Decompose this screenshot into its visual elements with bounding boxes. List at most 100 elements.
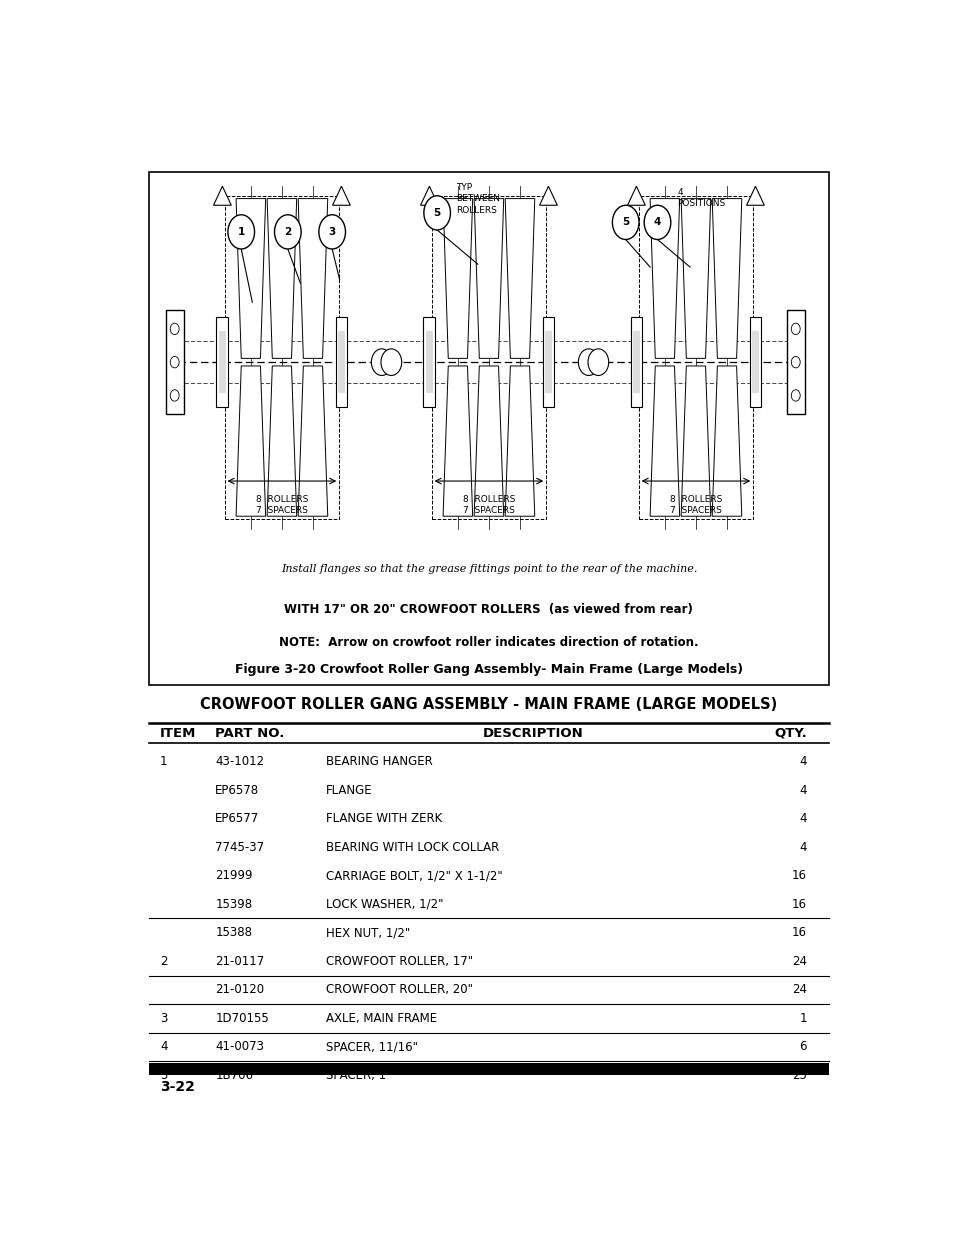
- Text: EP6577: EP6577: [215, 813, 259, 825]
- Text: CROWFOOT ROLLER GANG ASSEMBLY - MAIN FRAME (LARGE MODELS): CROWFOOT ROLLER GANG ASSEMBLY - MAIN FRA…: [200, 697, 777, 713]
- Bar: [630, 317, 641, 408]
- Bar: [542, 317, 554, 408]
- Polygon shape: [333, 186, 350, 205]
- Text: FLANGE: FLANGE: [326, 783, 373, 797]
- Text: 4: 4: [799, 813, 806, 825]
- Text: 24: 24: [791, 983, 806, 997]
- Circle shape: [380, 348, 401, 375]
- Polygon shape: [267, 199, 296, 358]
- Bar: [149, 1063, 828, 1076]
- Text: SPACER, 1": SPACER, 1": [326, 1068, 392, 1082]
- Polygon shape: [649, 366, 679, 516]
- Bar: [786, 310, 803, 415]
- Text: LOCK WASHER, 1/2": LOCK WASHER, 1/2": [326, 898, 443, 910]
- Bar: [544, 331, 552, 393]
- Polygon shape: [442, 366, 472, 516]
- Text: 8  ROLLERS
7  SPACERS: 8 ROLLERS 7 SPACERS: [462, 495, 515, 515]
- Circle shape: [612, 205, 639, 240]
- Circle shape: [170, 390, 179, 401]
- Text: BEARING HANGER: BEARING HANGER: [326, 755, 433, 768]
- Text: EP6578: EP6578: [215, 783, 259, 797]
- Circle shape: [170, 324, 179, 335]
- Circle shape: [228, 215, 254, 249]
- Text: FLANGE WITH ZERK: FLANGE WITH ZERK: [326, 813, 442, 825]
- Polygon shape: [539, 186, 557, 205]
- Text: 25: 25: [791, 1068, 806, 1082]
- Text: 3: 3: [328, 227, 335, 237]
- Text: 5: 5: [160, 1068, 167, 1082]
- Circle shape: [423, 195, 450, 230]
- Polygon shape: [505, 199, 535, 358]
- Circle shape: [318, 215, 345, 249]
- Text: 4: 4: [799, 755, 806, 768]
- Text: 8  ROLLERS
7  SPACERS: 8 ROLLERS 7 SPACERS: [669, 495, 721, 515]
- Polygon shape: [267, 366, 296, 516]
- Bar: [337, 331, 345, 393]
- Polygon shape: [298, 199, 328, 358]
- Text: 1: 1: [160, 755, 167, 768]
- Polygon shape: [649, 199, 679, 358]
- Polygon shape: [474, 366, 503, 516]
- Bar: [749, 317, 760, 408]
- Polygon shape: [235, 366, 265, 516]
- Text: 3: 3: [160, 1011, 167, 1025]
- Text: 2: 2: [284, 227, 291, 237]
- Text: NOTE:  Arrow on crowfoot roller indicates direction of rotation.: NOTE: Arrow on crowfoot roller indicates…: [279, 636, 698, 650]
- Text: 4: 4: [799, 783, 806, 797]
- Polygon shape: [298, 366, 328, 516]
- Text: 43-1012: 43-1012: [215, 755, 264, 768]
- Bar: [638, 196, 753, 519]
- Text: 4: 4: [799, 841, 806, 853]
- Circle shape: [790, 390, 800, 401]
- Polygon shape: [213, 186, 231, 205]
- Circle shape: [587, 348, 608, 375]
- FancyBboxPatch shape: [149, 172, 828, 685]
- Text: 15398: 15398: [215, 898, 253, 910]
- Text: 16: 16: [791, 869, 806, 882]
- Circle shape: [170, 357, 179, 368]
- Bar: [224, 196, 339, 519]
- Text: 15388: 15388: [215, 926, 253, 940]
- Text: 6: 6: [799, 1040, 806, 1053]
- Polygon shape: [680, 199, 710, 358]
- Polygon shape: [712, 199, 741, 358]
- Text: 2: 2: [160, 955, 167, 968]
- Text: CARRIAGE BOLT, 1/2" X 1-1/2": CARRIAGE BOLT, 1/2" X 1-1/2": [326, 869, 502, 882]
- Bar: [216, 317, 228, 408]
- Text: 24: 24: [791, 955, 806, 968]
- Text: 4: 4: [160, 1040, 167, 1053]
- Polygon shape: [420, 186, 437, 205]
- Text: 16: 16: [791, 898, 806, 910]
- Text: BEARING WITH LOCK COLLAR: BEARING WITH LOCK COLLAR: [326, 841, 499, 853]
- Circle shape: [790, 324, 800, 335]
- Polygon shape: [627, 186, 644, 205]
- Text: ITEM: ITEM: [160, 726, 196, 740]
- Circle shape: [643, 205, 670, 240]
- Text: HEX NUT, 1/2": HEX NUT, 1/2": [326, 926, 410, 940]
- Text: 1B706: 1B706: [215, 1068, 253, 1082]
- Polygon shape: [746, 186, 763, 205]
- Text: Figure 3-20 Crowfoot Roller Gang Assembly- Main Frame (Large Models): Figure 3-20 Crowfoot Roller Gang Assembl…: [234, 663, 742, 676]
- Circle shape: [790, 357, 800, 368]
- Text: 21-0120: 21-0120: [215, 983, 264, 997]
- Bar: [431, 196, 546, 519]
- Text: 1D70155: 1D70155: [215, 1011, 269, 1025]
- Bar: [335, 317, 347, 408]
- Bar: [751, 331, 759, 393]
- Polygon shape: [505, 366, 535, 516]
- Text: 7745-37: 7745-37: [215, 841, 264, 853]
- Polygon shape: [680, 366, 710, 516]
- Text: 3-22: 3-22: [160, 1079, 194, 1094]
- Polygon shape: [474, 199, 503, 358]
- Text: CROWFOOT ROLLER, 20": CROWFOOT ROLLER, 20": [326, 983, 473, 997]
- Bar: [423, 317, 435, 408]
- Text: AXLE, MAIN FRAME: AXLE, MAIN FRAME: [326, 1011, 436, 1025]
- Text: Install flanges so that the grease fittings point to the rear of the machine.: Install flanges so that the grease fitti…: [280, 564, 697, 574]
- Text: DESCRIPTION: DESCRIPTION: [482, 726, 583, 740]
- Text: 5: 5: [621, 217, 629, 227]
- Text: PART NO.: PART NO.: [215, 726, 284, 740]
- Text: CROWFOOT ROLLER, 17": CROWFOOT ROLLER, 17": [326, 955, 473, 968]
- Circle shape: [578, 348, 598, 375]
- Text: 1: 1: [799, 1011, 806, 1025]
- Text: 5: 5: [433, 207, 440, 217]
